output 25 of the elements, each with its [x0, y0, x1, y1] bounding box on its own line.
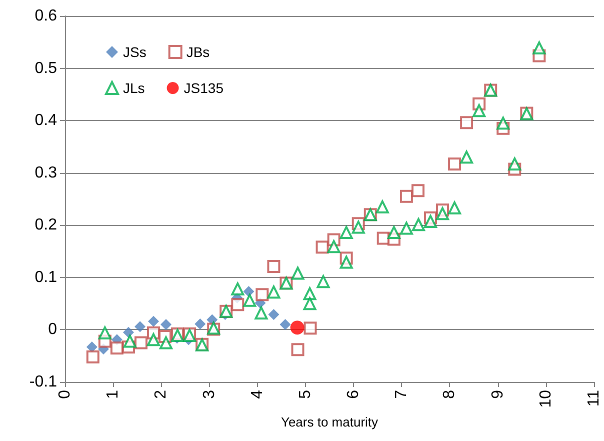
y-tick-label: -0.1: [29, 374, 58, 390]
x-tick-label: 4: [248, 390, 266, 399]
y-tick-label: 0: [48, 321, 58, 338]
x-tick-label: 3: [200, 390, 218, 399]
legend-label: JLs: [123, 80, 145, 96]
y-tick-label: 0.2: [34, 216, 58, 234]
y-tick-label: 0.6: [34, 8, 58, 24]
y-tick-label: 0.1: [34, 268, 58, 286]
x-tick-label: 10: [537, 390, 554, 408]
legend-label: JS135: [184, 80, 224, 96]
y-tick-label: 0.3: [34, 164, 58, 182]
x-tick-label: 7: [393, 390, 410, 399]
legend-label: JSs: [123, 44, 146, 60]
y-tick-label: 0.5: [34, 60, 58, 77]
x-tick-label: 5: [296, 390, 314, 399]
x-tick-label: 9: [489, 390, 506, 399]
x-tick-label: 8: [441, 390, 458, 399]
x-tick-label: 1: [104, 390, 122, 399]
x-tick-label: 2: [152, 390, 170, 399]
legend-label: JBs: [186, 44, 210, 60]
y-tick-label: 0.4: [34, 112, 58, 130]
x-axis-title: Years to maturity: [280, 414, 379, 430]
x-tick-label: 6: [345, 390, 362, 399]
x-tick-label: 11: [586, 390, 602, 407]
x-tick-label: 0: [56, 390, 74, 399]
